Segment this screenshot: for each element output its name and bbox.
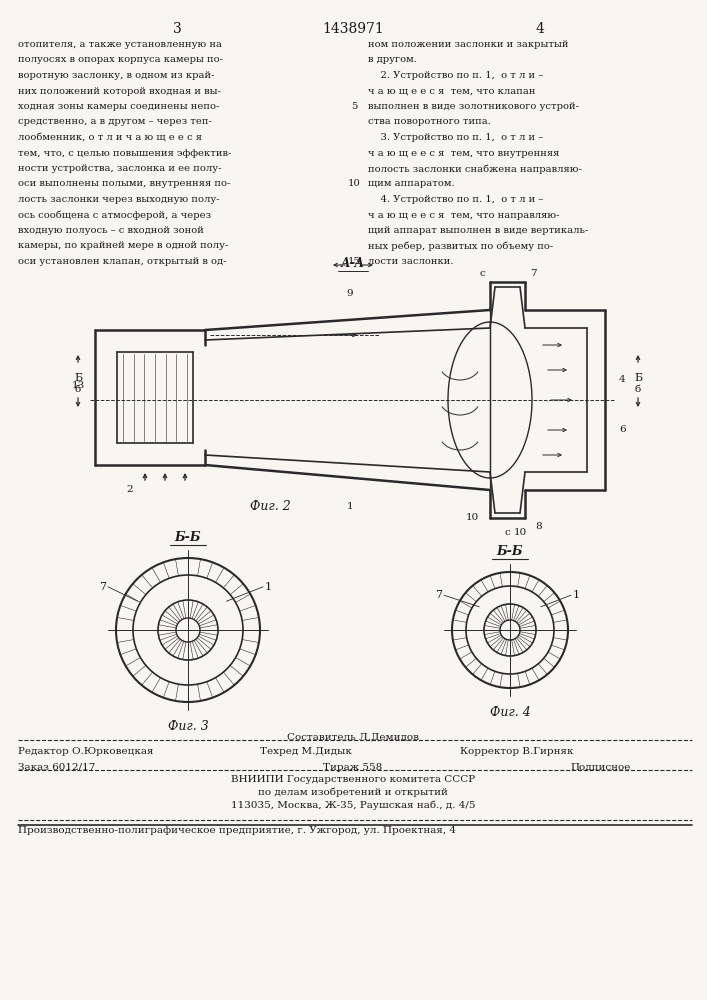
Text: камеры, по крайней мере в одной полу-: камеры, по крайней мере в одной полу- xyxy=(18,241,228,250)
Text: выполнен в виде золотникового устрой-: выполнен в виде золотникового устрой- xyxy=(368,102,579,111)
Text: 10: 10 xyxy=(513,528,527,537)
Text: 13: 13 xyxy=(71,380,85,389)
Text: Фиг. 4: Фиг. 4 xyxy=(490,706,530,719)
Text: 7: 7 xyxy=(435,590,442,600)
Text: лообменник, о т л и ч а ю щ е е с я: лообменник, о т л и ч а ю щ е е с я xyxy=(18,133,202,142)
Text: Б: Б xyxy=(634,373,642,383)
Text: Производственно-полиграфическое предприятие, г. Ужгород, ул. Проектная, 4: Производственно-полиграфическое предприя… xyxy=(18,826,456,835)
Text: Б-Б: Б-Б xyxy=(497,545,523,558)
Text: ных ребер, развитых по объему по-: ных ребер, развитых по объему по- xyxy=(368,241,554,251)
Text: Б: Б xyxy=(74,373,82,383)
Text: ч а ю щ е е с я  тем, что внутренняя: ч а ю щ е е с я тем, что внутренняя xyxy=(368,148,559,157)
Text: Фиг. 3: Фиг. 3 xyxy=(168,720,209,733)
Text: воротную заслонку, в одном из край-: воротную заслонку, в одном из край- xyxy=(18,71,214,80)
Text: б: б xyxy=(635,385,641,394)
Text: тем, что, с целью повышения эффектив-: тем, что, с целью повышения эффектив- xyxy=(18,148,231,157)
Text: А-А: А-А xyxy=(341,257,365,270)
Text: 3: 3 xyxy=(173,22,182,36)
Text: 4. Устройство по п. 1,  о т л и –: 4. Устройство по п. 1, о т л и – xyxy=(368,195,544,204)
Text: отопителя, а также установленную на: отопителя, а также установленную на xyxy=(18,40,222,49)
Text: 4: 4 xyxy=(536,22,544,36)
Text: средственно, а в другом – через теп-: средственно, а в другом – через теп- xyxy=(18,117,212,126)
Text: ч а ю щ е е с я  тем, что направляю-: ч а ю щ е е с я тем, что направляю- xyxy=(368,211,559,220)
Text: по делам изобретений и открытий: по делам изобретений и открытий xyxy=(258,788,448,797)
Text: в другом.: в другом. xyxy=(368,55,417,64)
Text: 5: 5 xyxy=(351,102,357,111)
Text: Фиг. 2: Фиг. 2 xyxy=(250,500,291,513)
Text: 3. Устройство по п. 1,  о т л и –: 3. Устройство по п. 1, о т л и – xyxy=(368,133,543,142)
Text: 1: 1 xyxy=(346,502,354,511)
Text: 1: 1 xyxy=(573,590,580,600)
Text: ч а ю щ е е с я  тем, что клапан: ч а ю щ е е с я тем, что клапан xyxy=(368,87,535,96)
Text: ходная зоны камеры соединены непо-: ходная зоны камеры соединены непо- xyxy=(18,102,219,111)
Text: 9: 9 xyxy=(346,289,354,298)
Text: Тираж 558: Тираж 558 xyxy=(323,763,382,772)
Text: них положений которой входная и вы-: них положений которой входная и вы- xyxy=(18,87,221,96)
Text: 15: 15 xyxy=(348,257,361,266)
Text: ВНИИПИ Государственного комитета СССР: ВНИИПИ Государственного комитета СССР xyxy=(231,775,475,784)
Text: 2. Устройство по п. 1,  о т л и –: 2. Устройство по п. 1, о т л и – xyxy=(368,71,543,80)
Text: б: б xyxy=(75,385,81,394)
Text: Техред М.Дидык: Техред М.Дидык xyxy=(260,747,352,756)
Text: входную полуось – с входной зоной: входную полуось – с входной зоной xyxy=(18,226,204,235)
Text: оси установлен клапан, открытый в од-: оси установлен клапан, открытый в од- xyxy=(18,257,226,266)
Text: 4: 4 xyxy=(619,375,626,384)
Text: полость заслонки снабжена направляю-: полость заслонки снабжена направляю- xyxy=(368,164,582,174)
Text: ности устройства, заслонка и ее полу-: ности устройства, заслонка и ее полу- xyxy=(18,164,221,173)
Text: 113035, Москва, Ж-35, Раушская наб., д. 4/5: 113035, Москва, Ж-35, Раушская наб., д. … xyxy=(230,800,475,810)
Text: 7: 7 xyxy=(99,582,106,592)
Text: ном положении заслонки и закрытый: ном положении заслонки и закрытый xyxy=(368,40,568,49)
Text: лости заслонки.: лости заслонки. xyxy=(368,257,453,266)
Text: ось сообщена с атмосферой, а через: ось сообщена с атмосферой, а через xyxy=(18,211,211,220)
Text: Редактор О.Юрковецкая: Редактор О.Юрковецкая xyxy=(18,747,153,756)
Text: Корректор В.Гирняк: Корректор В.Гирняк xyxy=(460,747,573,756)
Text: оси выполнены полыми, внутренняя по-: оси выполнены полыми, внутренняя по- xyxy=(18,180,230,188)
Text: Подписное: Подписное xyxy=(570,763,631,772)
Text: c: c xyxy=(504,528,510,537)
Text: Б-Б: Б-Б xyxy=(175,531,201,544)
Text: 6: 6 xyxy=(619,426,626,434)
Text: полуосях в опорах корпуса камеры по-: полуосях в опорах корпуса камеры по- xyxy=(18,55,223,64)
Text: 1438971: 1438971 xyxy=(322,22,384,36)
Text: 8: 8 xyxy=(535,522,542,531)
Text: 7: 7 xyxy=(530,269,537,278)
Text: щим аппаратом.: щим аппаратом. xyxy=(368,180,455,188)
Text: 1: 1 xyxy=(265,582,272,592)
Text: 10: 10 xyxy=(465,513,479,522)
Text: Заказ 6012/17: Заказ 6012/17 xyxy=(18,763,95,772)
Text: лость заслонки через выходную полу-: лость заслонки через выходную полу- xyxy=(18,195,220,204)
Text: ства поворотного типа.: ства поворотного типа. xyxy=(368,117,491,126)
Text: c: c xyxy=(479,269,485,278)
Text: щий аппарат выполнен в виде вертикаль-: щий аппарат выполнен в виде вертикаль- xyxy=(368,226,588,235)
Text: 2: 2 xyxy=(127,485,134,494)
Text: Составитель Л.Демидов: Составитель Л.Демидов xyxy=(287,733,419,742)
Text: 10: 10 xyxy=(348,180,361,188)
